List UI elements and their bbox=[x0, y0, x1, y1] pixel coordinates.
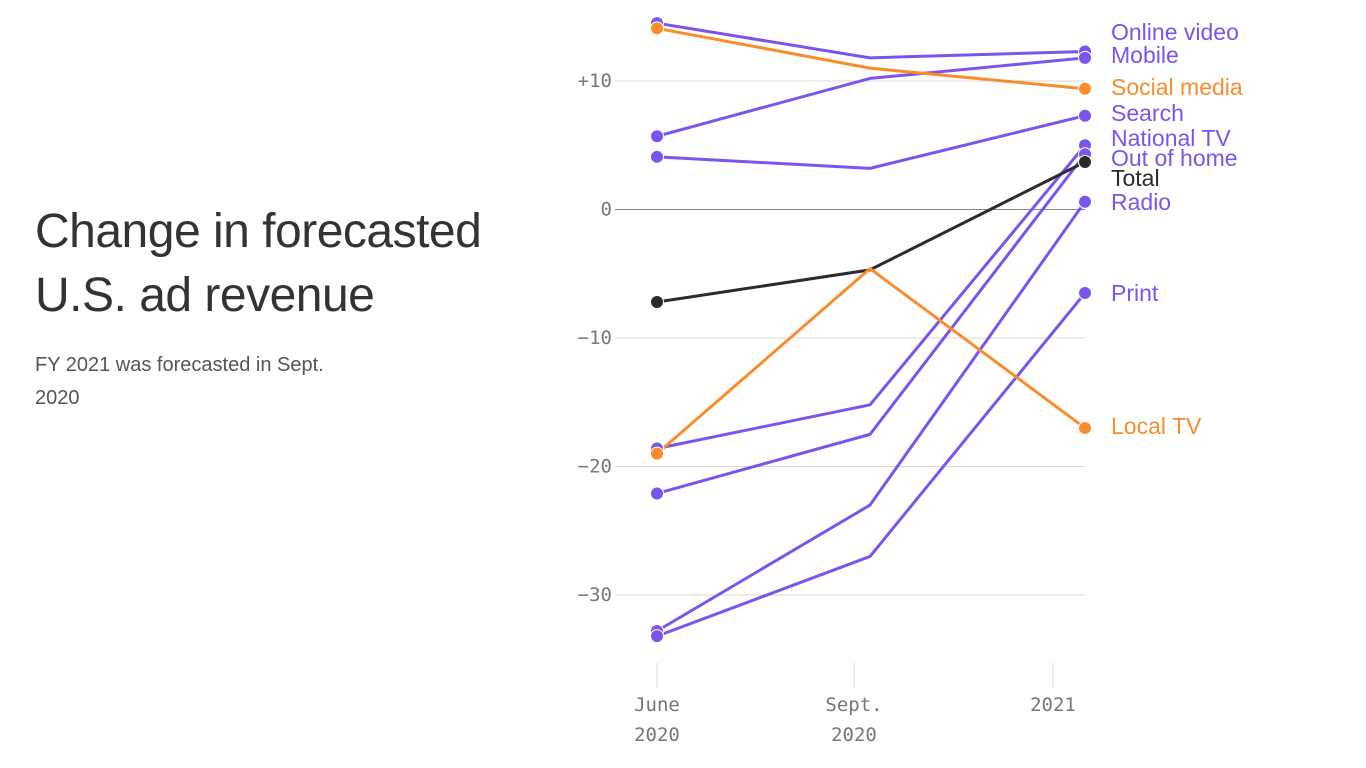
series-line-search bbox=[655, 114, 1087, 170]
series-label: Search bbox=[1111, 100, 1184, 126]
chart-subtitle: FY 2021 was forecasted in Sept. 2020 bbox=[35, 354, 324, 409]
y-tick-label: −10 bbox=[578, 327, 612, 349]
x-tick-label: Sept. bbox=[825, 694, 882, 716]
series-label: Radio bbox=[1111, 189, 1171, 215]
series-line-national-tv bbox=[655, 143, 1087, 451]
chart-title: Change in forecasted U.S. ad revenue bbox=[35, 205, 482, 322]
data-point bbox=[1078, 420, 1092, 435]
data-point bbox=[1078, 81, 1092, 96]
series-line-local-tv bbox=[655, 267, 1087, 456]
series-line-social-media bbox=[655, 26, 1087, 91]
x-tick-label: June bbox=[634, 694, 680, 716]
data-point bbox=[650, 446, 664, 461]
data-point bbox=[1078, 194, 1092, 209]
x-tick-label: 2021 bbox=[1030, 694, 1076, 716]
y-tick-label: −30 bbox=[578, 584, 612, 606]
series-line-online-video bbox=[655, 21, 1087, 60]
data-point bbox=[1078, 286, 1092, 301]
data-point bbox=[650, 486, 664, 501]
series-line-print bbox=[655, 291, 1087, 638]
y-tick-label: −20 bbox=[578, 456, 612, 478]
series-line-total bbox=[655, 160, 1087, 304]
series-label: National TV bbox=[1111, 125, 1231, 151]
x-tick-label: 2020 bbox=[634, 724, 680, 746]
data-point bbox=[650, 21, 664, 36]
data-point bbox=[650, 149, 664, 164]
series-line-mobile bbox=[655, 56, 1087, 138]
series-label: Online video bbox=[1111, 19, 1239, 45]
y-tick-label: +10 bbox=[578, 70, 612, 92]
x-tick-label: 2020 bbox=[831, 724, 877, 746]
series-label: Local TV bbox=[1111, 413, 1202, 439]
series-label: Print bbox=[1111, 280, 1159, 306]
data-point bbox=[1078, 50, 1092, 65]
series-label: Social media bbox=[1111, 74, 1243, 100]
series-label: Mobile bbox=[1111, 42, 1179, 68]
series-line-radio bbox=[655, 200, 1087, 633]
series-line-out-of-home bbox=[655, 152, 1087, 495]
data-point bbox=[650, 129, 664, 144]
series-label: Total bbox=[1111, 165, 1160, 191]
data-point bbox=[650, 629, 664, 644]
data-point bbox=[1078, 108, 1092, 123]
data-point bbox=[650, 295, 664, 310]
y-tick-label: 0 bbox=[601, 199, 612, 221]
data-point bbox=[1078, 154, 1092, 169]
series-label: Out of home bbox=[1111, 145, 1238, 171]
